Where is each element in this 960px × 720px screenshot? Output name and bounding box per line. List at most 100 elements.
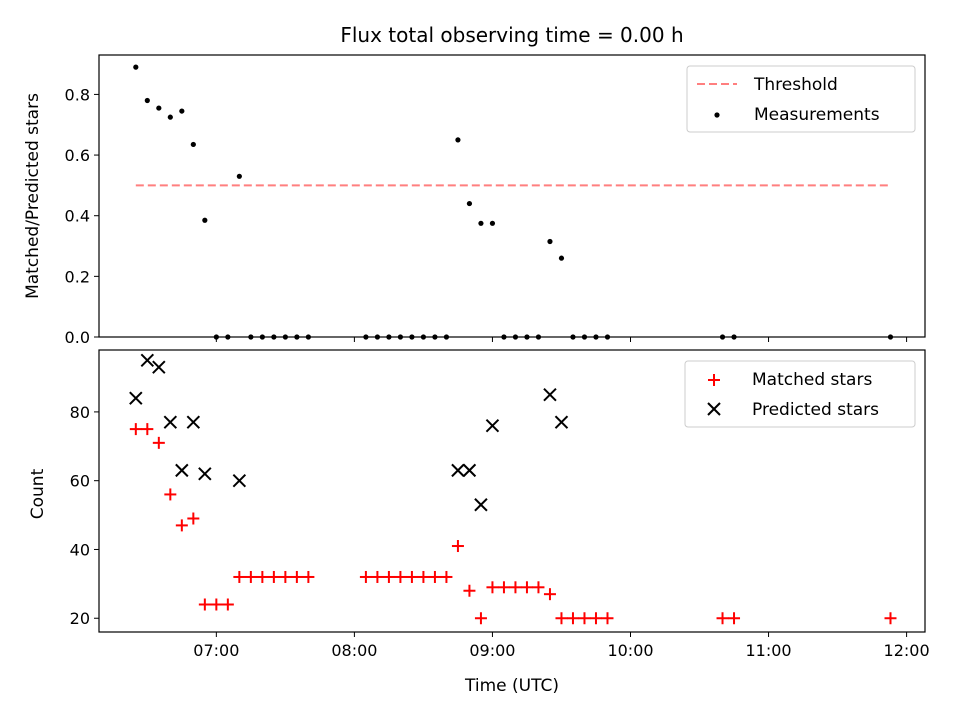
- legend-measurements-label: Measurements: [754, 105, 880, 125]
- ytick-label: 80: [70, 403, 90, 422]
- matched-stars-point: [716, 612, 729, 625]
- measurement-point: [179, 108, 185, 114]
- measurement-point: [581, 334, 588, 340]
- legend-measurements-marker: [714, 112, 720, 118]
- predicted-stars-point: [163, 415, 178, 429]
- matched-stars-point: [532, 581, 545, 594]
- predicted-stars-point: [554, 415, 569, 429]
- matched-stars-point: [290, 570, 303, 583]
- measurement-point: [144, 97, 150, 104]
- xtick-label: 11:00: [745, 641, 791, 660]
- bottom-legend: Matched stars Predicted stars: [684, 360, 916, 428]
- legend-threshold-label: Threshold: [753, 75, 838, 95]
- measurement-point: [225, 334, 231, 340]
- matched-stars-point: [302, 570, 315, 583]
- measurement-point: [570, 334, 576, 340]
- measurement-point: [478, 220, 484, 226]
- legend-matched-marker: [708, 374, 720, 386]
- matched-stars-point: [256, 570, 269, 583]
- measurement-point: [443, 334, 450, 340]
- bottom-xlabel: Time (UTC): [464, 676, 559, 696]
- measurement-point: [374, 334, 381, 340]
- matched-stars-point: [555, 612, 568, 625]
- predicted-stars-point: [232, 473, 247, 488]
- measurement-point: [167, 114, 173, 120]
- bottom-panel: Count Time (UTC) 20 40 60 80 07:00 08:00 09:0…: [28, 349, 930, 696]
- matched-stars-point: [359, 570, 372, 583]
- measurement-point: [305, 334, 311, 340]
- matched-stars-point: [221, 598, 234, 611]
- matched-stars-point: [474, 612, 487, 625]
- measurement-point: [248, 334, 254, 340]
- predicted-stars-point: [175, 463, 189, 478]
- measurement-point: [236, 173, 242, 179]
- measurement-point: [489, 220, 496, 226]
- measurement-point: [501, 334, 507, 340]
- top-axes-frame: [98, 54, 926, 338]
- matched-stars-point: [187, 512, 200, 525]
- measurement-point: [731, 334, 737, 340]
- measurement-point: [512, 334, 519, 340]
- predicted-stars-point: [129, 391, 143, 405]
- matched-stars-point: [164, 488, 177, 501]
- matched-stars-point: [509, 581, 522, 594]
- measurement-point: [294, 334, 300, 340]
- matched-stars-point: [578, 612, 591, 625]
- predicted-stars-point: [451, 463, 465, 478]
- predicted-stars-point: [140, 353, 155, 368]
- matched-stars-point: [394, 570, 407, 583]
- predicted-stars-point: [485, 418, 500, 433]
- matched-stars-point: [520, 581, 533, 594]
- measurement-point: [282, 334, 288, 340]
- legend-predicted-marker: [707, 402, 721, 416]
- ytick-label: 0.8: [65, 85, 90, 104]
- matched-stars-point: [198, 598, 211, 611]
- measurement-point: [604, 334, 611, 340]
- measurement-point: [432, 334, 438, 340]
- matched-stars-point: [884, 612, 897, 625]
- matched-stars-point: [486, 581, 499, 594]
- measurement-point: [420, 334, 427, 340]
- top-legend-box: [686, 65, 916, 133]
- measurement-point: [455, 137, 461, 143]
- measurement-point: [386, 334, 392, 340]
- predicted-stars-point: [462, 463, 477, 478]
- ytick-label: 0.2: [65, 267, 90, 286]
- predicted-stars-point: [474, 498, 488, 512]
- ytick-label: 0.6: [65, 146, 90, 165]
- ytick-label: 0.0: [65, 328, 90, 347]
- matched-stars-point: [566, 612, 579, 625]
- predicted-stars-point: [543, 388, 557, 402]
- legend-predicted-label: Predicted stars: [752, 400, 879, 420]
- measurement-point: [397, 334, 404, 340]
- top-ylabel: Matched/Predicted stars: [23, 93, 43, 299]
- ytick-label: 60: [70, 472, 90, 491]
- matched-stars-point: [129, 423, 142, 436]
- ytick-label: 0.4: [65, 207, 90, 226]
- measurement-point: [202, 217, 208, 223]
- measurement-point: [466, 200, 473, 207]
- predicted-stars-point: [152, 360, 166, 374]
- top-panel: Matched/Predicted stars 0.00.20.40.60.8 …: [23, 54, 926, 347]
- measurement-point: [535, 334, 542, 340]
- measurement-point: [719, 334, 726, 340]
- xtick-label: 08:00: [331, 641, 377, 660]
- matched-stars-point: [497, 581, 510, 594]
- ytick-label: 20: [70, 609, 90, 628]
- matched-stars-point: [543, 588, 556, 601]
- xtick-label: 12:00: [884, 641, 930, 660]
- xtick-label: 07:00: [193, 641, 239, 660]
- matched-stars-point: [152, 436, 165, 449]
- matched-stars-point: [279, 570, 292, 583]
- predicted-stars-point: [198, 467, 212, 481]
- measurement-point: [271, 334, 277, 340]
- measurement-point: [213, 334, 219, 340]
- matched-stars-point: [451, 540, 464, 553]
- matched-stars-point: [440, 570, 453, 583]
- top-legend: Threshold Measurements: [686, 65, 916, 133]
- matched-stars-point: [371, 570, 384, 583]
- ytick-label: 40: [70, 540, 90, 559]
- matched-stars-point: [589, 612, 602, 625]
- figure-title: Flux total observing time = 0.00 h: [340, 23, 683, 47]
- matched-stars-point: [210, 598, 223, 611]
